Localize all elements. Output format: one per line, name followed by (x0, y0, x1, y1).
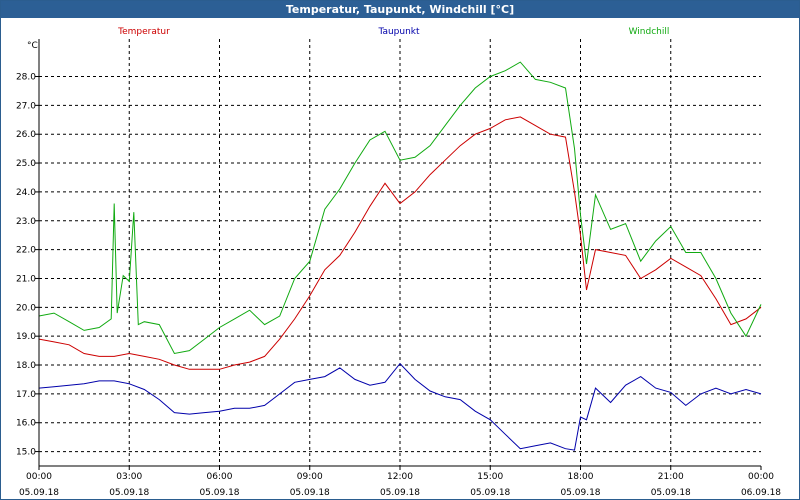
y-tick-label: 18.0 (16, 361, 36, 371)
legend-temperatur: Temperatur (117, 27, 170, 37)
y-tick-label: 22.0 (16, 246, 36, 256)
legend-windchill: Windchill (629, 27, 670, 37)
chart-area: 15.0 16.0 17.0 18.0 19.0 20.0 21.0 22.0 23.0 24.0… (16, 27, 781, 498)
x-tick-time-label: 06:00 (207, 472, 233, 482)
y-tick-label: 23.0 (16, 217, 36, 227)
x-tick-date-label: 05.09.18 (560, 488, 600, 498)
series-line-taupunkt (38, 362, 762, 451)
y-tick-label: 24.0 (16, 188, 36, 198)
y-tick-label: 16.0 (16, 419, 36, 429)
y-tick-label: 20.0 (16, 303, 36, 313)
y-tick-label: 21.0 (16, 274, 36, 284)
x-tick-time-label: 09:00 (297, 472, 323, 482)
x-tick-date-label: 05.09.18 (199, 488, 239, 498)
x-tick-date-label: 05.09.18 (290, 488, 330, 498)
window-title: Temperatur, Taupunkt, Windchill [°C] (1, 1, 799, 18)
series-line-temperatur (38, 116, 762, 370)
x-tick-date-label: 05.09.18 (109, 488, 149, 498)
x-tick-time-label: 03:00 (116, 472, 142, 482)
x-tick-time-label: 00:00 (748, 472, 774, 482)
y-tick-label: 28.0 (16, 73, 36, 83)
y-tick-label: 15.0 (16, 448, 36, 458)
x-tick-date-label: 05.09.18 (19, 488, 59, 498)
x-tick-date-label: 05.09.18 (380, 488, 420, 498)
y-tick-label: 27.0 (16, 101, 36, 111)
x-tick-time-label: 18:00 (568, 472, 594, 482)
x-tick-date-label: 05.09.18 (470, 488, 510, 498)
y-tick-label: 25.0 (16, 159, 36, 169)
series-line-windchill (38, 61, 762, 355)
y-tick-label: 26.0 (16, 130, 36, 140)
x-tick-time-label: 00:00 (26, 472, 52, 482)
y-axis-unit-label: °C (27, 41, 38, 51)
x-tick-date-label: 05.09.18 (651, 488, 691, 498)
legend-taupunkt: Taupunkt (377, 27, 420, 37)
x-tick-time-label: 12:00 (387, 472, 413, 482)
x-tick-time-label: 15:00 (477, 472, 503, 482)
x-tick-date-label: 06.09.18 (741, 488, 781, 498)
y-tick-label: 19.0 (16, 332, 36, 342)
y-tick-label: 17.0 (16, 390, 36, 400)
x-tick-time-label: 21:00 (658, 472, 684, 482)
